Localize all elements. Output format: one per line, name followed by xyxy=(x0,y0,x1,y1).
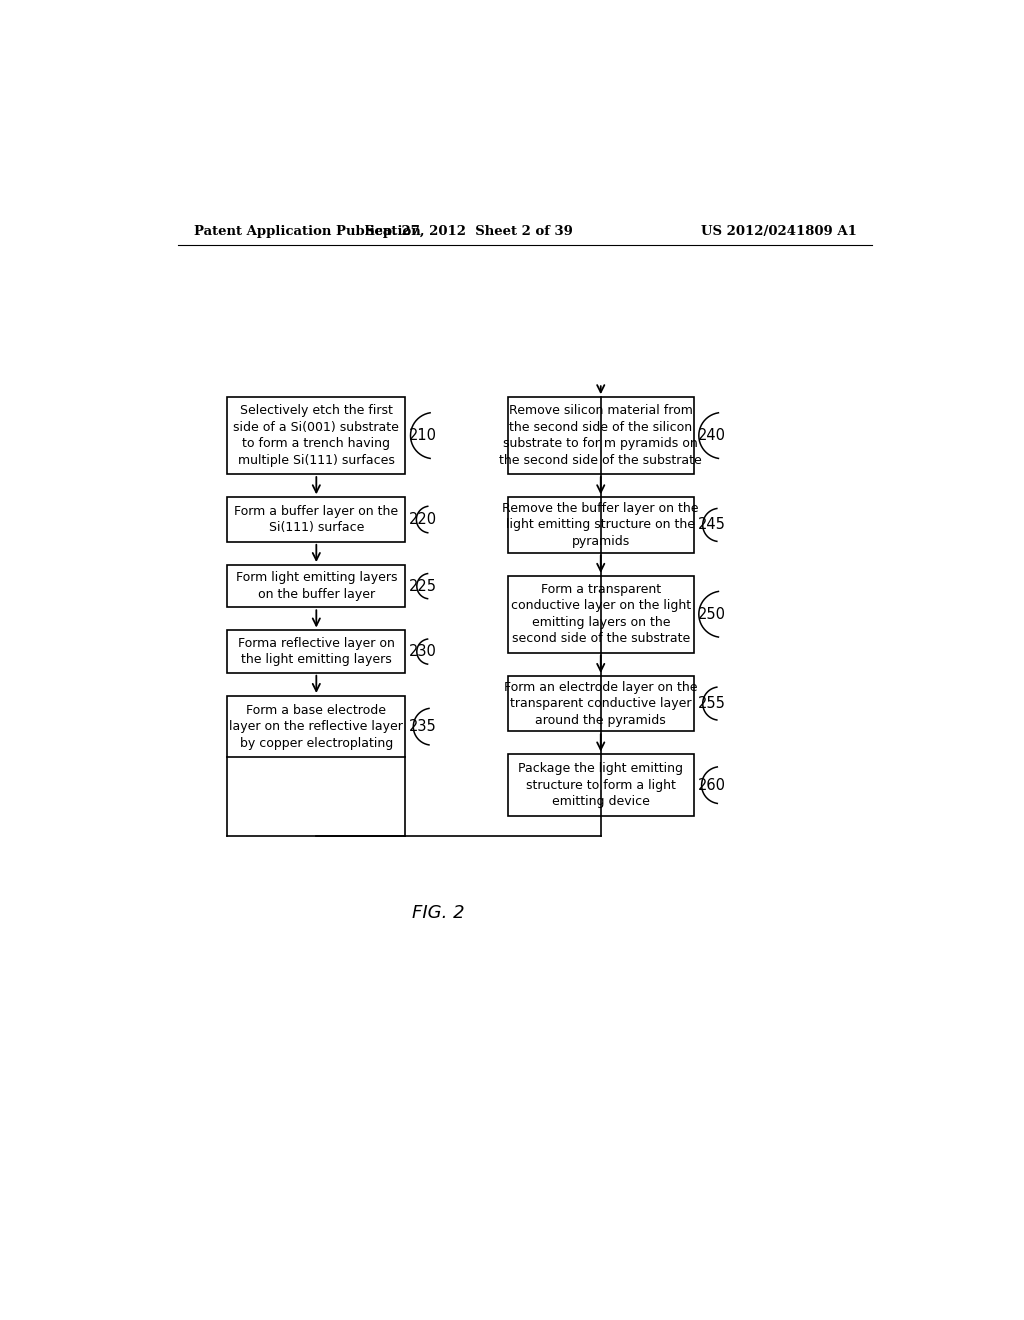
Text: Form a buffer layer on the
Si(111) surface: Form a buffer layer on the Si(111) surfa… xyxy=(234,504,398,535)
Text: Remove silicon material from
the second side of the silicon
substrate to for m p: Remove silicon material from the second … xyxy=(500,404,702,467)
Bar xyxy=(227,397,406,474)
Text: 220: 220 xyxy=(410,512,437,527)
Text: 235: 235 xyxy=(410,719,437,734)
Bar xyxy=(508,397,693,474)
Bar xyxy=(508,755,693,816)
Text: FIG. 2: FIG. 2 xyxy=(412,904,464,921)
Bar xyxy=(508,498,693,553)
Bar xyxy=(508,576,693,653)
Text: 260: 260 xyxy=(697,777,726,793)
Bar xyxy=(227,565,406,607)
Text: 225: 225 xyxy=(410,578,437,594)
Bar xyxy=(227,631,406,673)
Bar xyxy=(227,498,406,543)
Bar xyxy=(227,696,406,758)
Text: 230: 230 xyxy=(410,644,437,659)
Bar xyxy=(508,676,693,731)
Text: Forma reflective layer on
the light emitting layers: Forma reflective layer on the light emit… xyxy=(238,636,395,667)
Text: US 2012/0241809 A1: US 2012/0241809 A1 xyxy=(700,224,856,238)
Text: 255: 255 xyxy=(697,696,725,711)
Text: 245: 245 xyxy=(697,517,725,532)
Text: Patent Application Publication: Patent Application Publication xyxy=(194,224,421,238)
Text: Selectively etch the first
side of a Si(001) substrate
to form a trench having
m: Selectively etch the first side of a Si(… xyxy=(233,404,399,467)
Text: 240: 240 xyxy=(697,428,726,444)
Text: 250: 250 xyxy=(697,607,726,622)
Text: Package the light emitting
structure to form a light
emitting device: Package the light emitting structure to … xyxy=(518,762,683,808)
Text: Form light emitting layers
on the buffer layer: Form light emitting layers on the buffer… xyxy=(236,572,397,601)
Text: Form an electrode layer on the
transparent conductive layer
around the pyramids: Form an electrode layer on the transpare… xyxy=(504,681,697,726)
Text: Remove the buffer layer on the
light emitting structure on the
pyramids: Remove the buffer layer on the light emi… xyxy=(503,502,699,548)
Text: 210: 210 xyxy=(410,428,437,444)
Text: Form a transparent
conductive layer on the light
emitting layers on the
second s: Form a transparent conductive layer on t… xyxy=(511,583,691,645)
Text: Form a base electrode
layer on the reflective layer
by copper electroplating: Form a base electrode layer on the refle… xyxy=(229,704,403,750)
Text: Sep. 27, 2012  Sheet 2 of 39: Sep. 27, 2012 Sheet 2 of 39 xyxy=(366,224,573,238)
